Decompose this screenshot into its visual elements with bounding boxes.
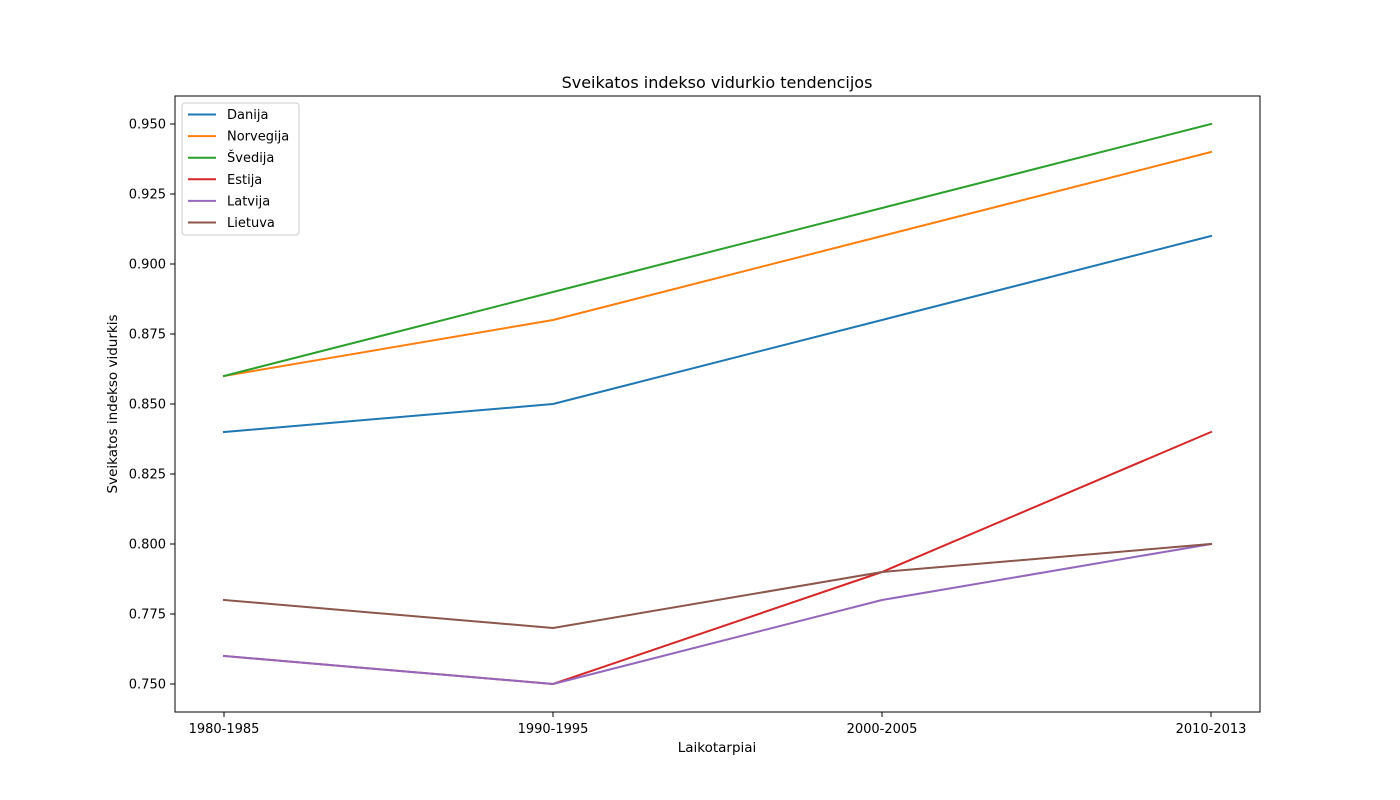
y-axis-label: Sveikatos indekso vidurkis xyxy=(105,315,121,494)
y-tick-label: 0.825 xyxy=(129,468,166,483)
y-tick-label: 0.875 xyxy=(129,328,166,343)
x-tick-label: 2010-2013 xyxy=(1176,722,1247,737)
legend-label: Estija xyxy=(227,173,262,188)
series-line-lietuva xyxy=(222,542,1213,629)
legend-label: Norvegija xyxy=(227,130,289,145)
series-line-danija xyxy=(222,234,1213,434)
x-tick-label: 1980-1985 xyxy=(189,722,260,737)
y-tick-label: 0.900 xyxy=(129,258,166,273)
y-tick-label: 0.775 xyxy=(129,608,166,623)
x-tick-label: 2000-2005 xyxy=(847,722,918,737)
y-tick-label: 0.750 xyxy=(129,678,166,693)
y-tick-label: 0.850 xyxy=(129,398,166,413)
legend-label: Lietuva xyxy=(227,216,275,231)
x-axis: 1980-1985 1990-1995 2000-2005 2010-2013 xyxy=(189,712,1247,737)
series-line-norvegija xyxy=(222,150,1213,378)
series-line-latvija xyxy=(222,542,1213,685)
legend-label: Latvija xyxy=(227,194,270,209)
y-tick-label: 0.950 xyxy=(129,118,166,133)
plot-area-frame xyxy=(174,95,1261,713)
y-tick-label: 0.800 xyxy=(129,538,166,553)
legend-label: Danija xyxy=(227,108,268,123)
x-axis-label: Laikotarpiai xyxy=(678,740,757,756)
legend: Danija Norvegija Švedija Estija Latvija Lietu… xyxy=(181,102,300,236)
chart-title: Sveikatos indekso vidurkio tendencijos xyxy=(562,73,873,92)
series-line-estija xyxy=(222,430,1213,685)
x-tick-label: 1990-1995 xyxy=(518,722,589,737)
legend-label: Švedija xyxy=(227,150,274,166)
series-lines xyxy=(222,122,1213,685)
y-axis: 0.750 0.775 0.800 0.825 0.850 0.875 0.900 0.925… xyxy=(129,118,175,693)
series-line-švedija xyxy=(222,122,1213,378)
y-tick-label: 0.925 xyxy=(129,188,166,203)
